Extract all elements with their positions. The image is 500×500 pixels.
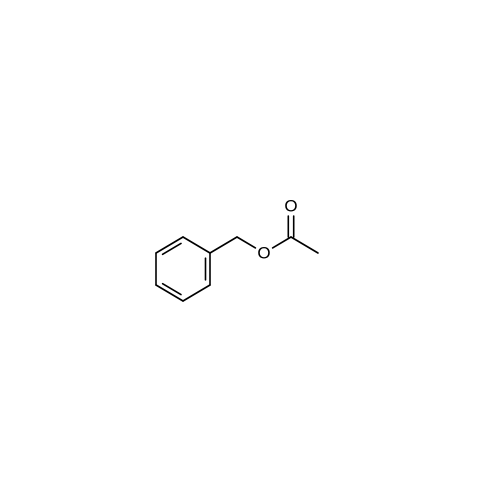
bond-line — [163, 243, 181, 254]
bond-line — [291, 237, 318, 253]
bond-line — [183, 237, 210, 253]
atom-label-o: O — [284, 197, 297, 216]
bond-line — [183, 285, 210, 301]
bond-line — [163, 284, 181, 295]
bond-line — [237, 237, 255, 248]
bond-line — [273, 237, 291, 248]
molecule-diagram: OO — [0, 0, 500, 500]
atom-label-o: O — [257, 244, 270, 263]
bond-line — [210, 237, 237, 253]
